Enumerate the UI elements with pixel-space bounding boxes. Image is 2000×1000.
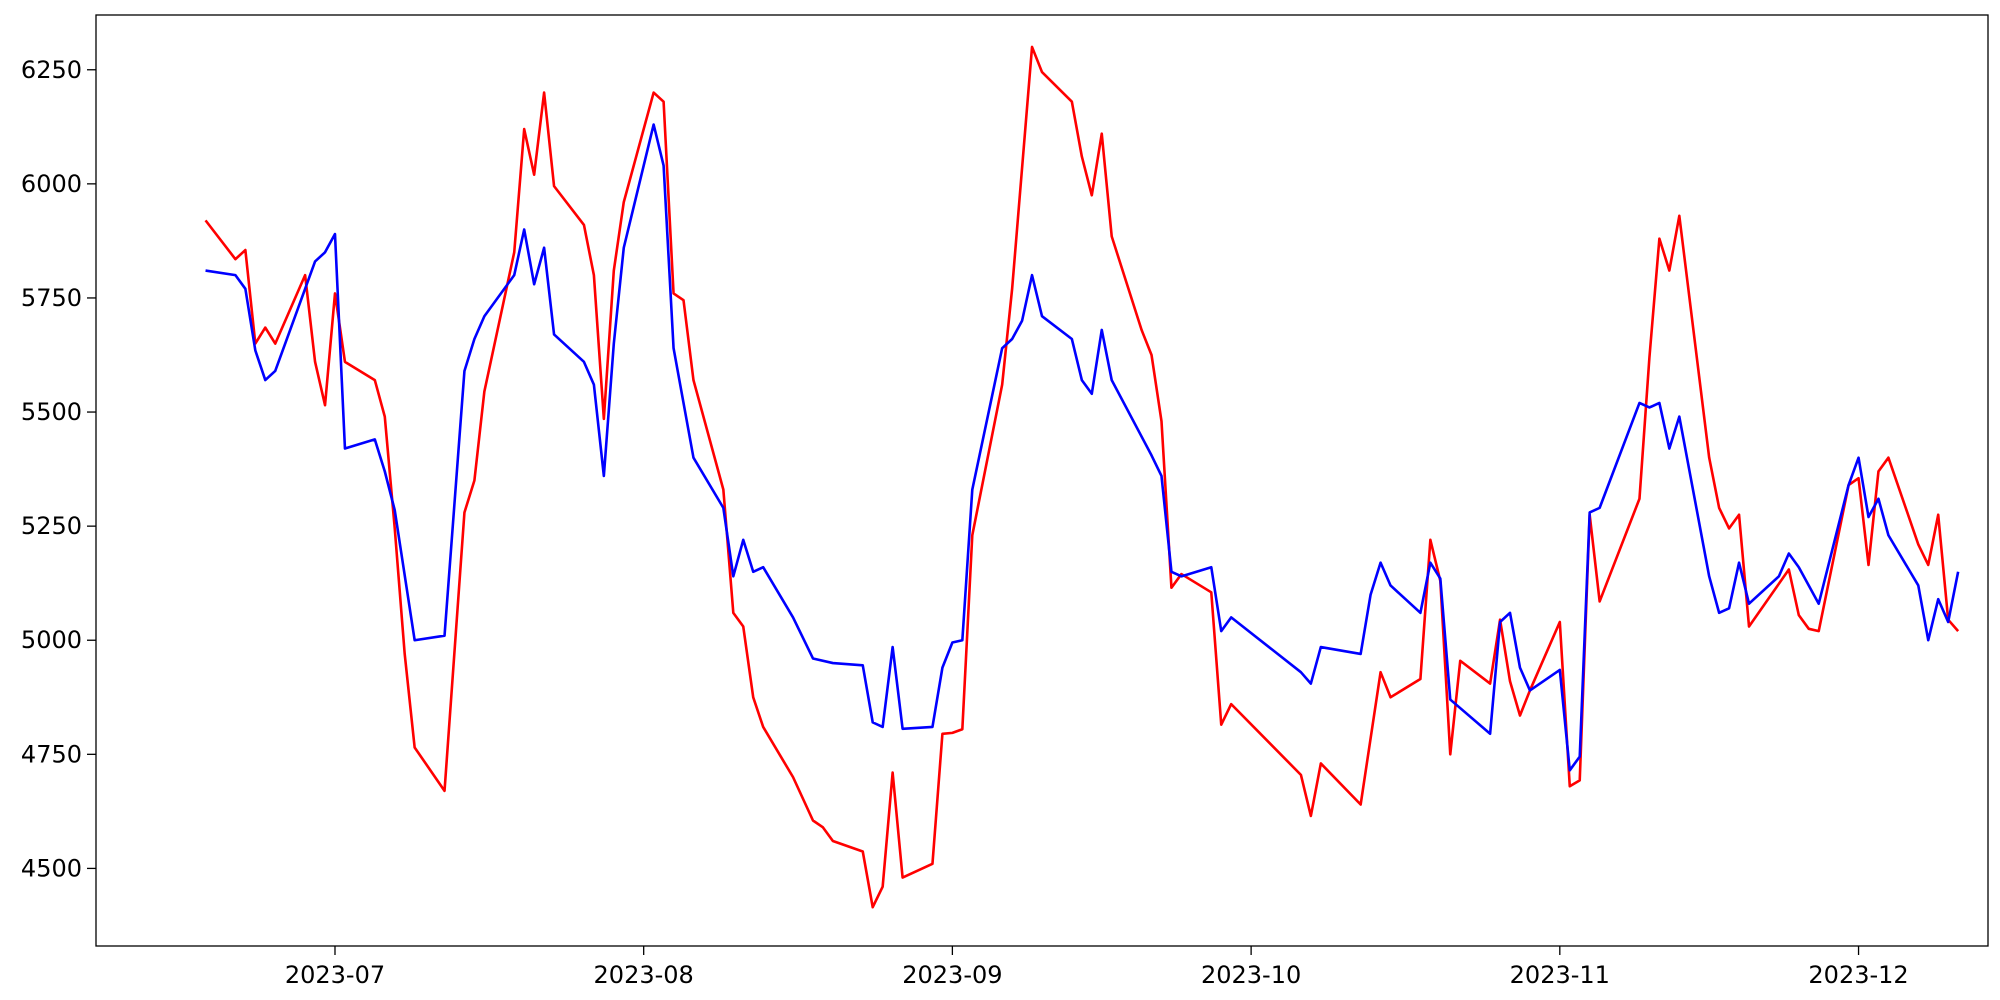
series-layer: [204, 45, 1960, 909]
x-axis: 2023-07 2023-08 2023-09 2023-10 2023-11 2023-…: [285, 946, 1909, 989]
x-tick-label: 2023-08: [594, 961, 694, 989]
y-tick-label: 5000: [21, 626, 82, 654]
y-tick-label: 6000: [21, 170, 82, 198]
y-tick-label: 6250: [21, 56, 82, 84]
y-tick-label: 4750: [21, 740, 82, 768]
y-tick-label: 5750: [21, 284, 82, 312]
series-line-2: [205, 123, 1960, 772]
y-tick-label: 4500: [21, 854, 82, 882]
x-tick-label: 2023-12: [1808, 961, 1908, 989]
x-tick-label: 2023-09: [902, 961, 1002, 989]
x-tick-label: 2023-10: [1201, 961, 1301, 989]
x-tick-label: 2023-07: [285, 961, 385, 989]
y-tick-label: 5250: [21, 512, 82, 540]
plot-area-frame: [95, 14, 1989, 947]
x-tick-label: 2023-11: [1510, 961, 1610, 989]
y-tick-label: 5500: [21, 398, 82, 426]
y-axis: 4500 4750 5000 5250 5500 5750 6000 6250: [21, 56, 96, 882]
series-line-1: [204, 45, 1960, 909]
